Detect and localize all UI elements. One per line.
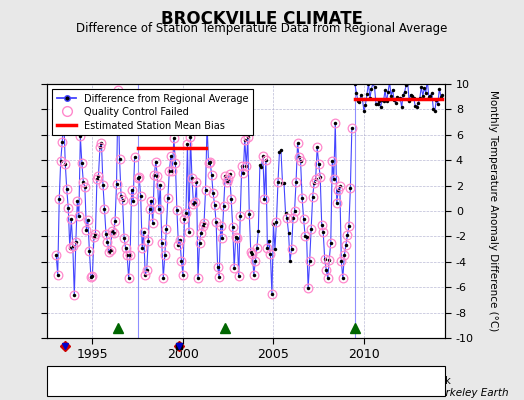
Text: ▲: ▲ [148,376,156,386]
Text: Empirical Break: Empirical Break [374,376,450,386]
Text: Record Gap: Record Gap [159,376,215,386]
Text: ▼: ▼ [245,376,253,386]
Legend: Difference from Regional Average, Quality Control Failed, Estimated Station Mean: Difference from Regional Average, Qualit… [52,89,254,135]
Text: Station Move: Station Move [67,376,131,386]
Text: Time of Obs. Change: Time of Obs. Change [256,376,357,386]
Y-axis label: Monthly Temperature Anomaly Difference (°C): Monthly Temperature Anomaly Difference (… [488,90,498,332]
Text: ◆: ◆ [56,376,64,386]
Text: Berkeley Earth: Berkeley Earth [432,388,508,398]
Text: ■: ■ [362,376,372,386]
Text: BROCKVILLE CLIMATE: BROCKVILLE CLIMATE [161,10,363,28]
Text: Difference of Station Temperature Data from Regional Average: Difference of Station Temperature Data f… [77,22,447,35]
